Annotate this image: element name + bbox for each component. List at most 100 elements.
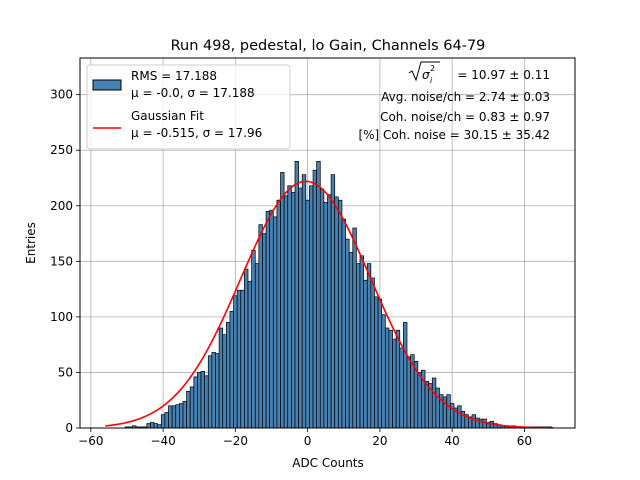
histogram-bar: [283, 195, 289, 429]
histogram-bar: [334, 196, 339, 429]
legend-fit-label-line1: Gaussian Fit: [131, 109, 204, 123]
histogram-bar: [193, 376, 198, 429]
histogram-bar: [388, 329, 393, 429]
histogram-bar: [294, 160, 299, 429]
histogram-bar: [359, 255, 364, 429]
histogram-bar: [179, 403, 184, 429]
y-tick-label: 200: [50, 199, 73, 213]
sigma-value: = 10.97 ± 0.11: [457, 68, 550, 82]
x-tick-label: 0: [304, 434, 312, 448]
histogram-bar: [366, 263, 372, 429]
histogram-bar: [247, 280, 252, 429]
x-axis-label: ADC Counts: [292, 456, 364, 470]
histogram-bar: [280, 172, 285, 429]
legend-box: [86, 64, 291, 150]
histogram-bar: [435, 387, 440, 429]
histogram-bar: [269, 209, 274, 429]
histogram-bar: [186, 390, 191, 429]
histogram-bar: [356, 263, 361, 429]
histogram-bar: [233, 295, 238, 429]
sqrt-symbol: [408, 61, 440, 82]
histogram-bar: [327, 194, 332, 429]
histogram-bar: [309, 185, 314, 429]
histogram-bar: [319, 188, 325, 429]
x-tick-label: −40: [150, 434, 175, 448]
histogram-bar: [262, 233, 267, 429]
histogram-bar: [222, 334, 227, 429]
histogram-bar: [471, 414, 476, 429]
x-axis-ticks: −60 −40 −20 0 20 40 60: [78, 428, 532, 448]
histogram-bar: [240, 289, 245, 429]
histogram-bar: [337, 199, 343, 429]
histogram-bar: [301, 174, 307, 429]
x-tick-label: 20: [372, 434, 387, 448]
histogram-bar: [377, 298, 383, 429]
histogram-bar: [395, 329, 401, 429]
histogram-bar: [392, 338, 397, 429]
histogram-bar: [287, 185, 292, 429]
histogram-bar: [236, 289, 242, 429]
histogram-bar: [370, 277, 375, 429]
histogram-bar: [330, 174, 336, 429]
histogram-bar: [182, 400, 187, 429]
histogram-bar: [457, 405, 462, 429]
histogram-bar: [254, 263, 260, 429]
histogram-bar: [305, 199, 310, 429]
y-axis-ticks: 0 50 100 150 200 250 300: [50, 88, 80, 435]
histogram-bar: [446, 394, 451, 429]
histogram-bar: [431, 377, 437, 429]
coh-noise-percent-annotation: [%] Coh. noise = 30.15 ± 35.42: [358, 128, 550, 142]
y-tick-label: 300: [50, 88, 73, 102]
histogram-bar: [348, 252, 354, 429]
histogram-bar: [204, 375, 209, 429]
histogram-bar: [251, 249, 256, 429]
y-axis-label: Entries: [24, 222, 38, 264]
histogram-bar: [345, 238, 350, 429]
histogram-bar: [175, 404, 180, 429]
x-tick-label: −20: [223, 434, 248, 448]
legend-histogram-label-line1: RMS = 17.188: [131, 69, 217, 83]
histogram-bar: [171, 405, 177, 429]
y-tick-label: 250: [50, 143, 73, 157]
x-tick-label: −60: [78, 434, 103, 448]
histogram-bar: [424, 380, 430, 429]
histogram-bar: [384, 327, 390, 429]
histogram-bar: [218, 327, 224, 429]
histogram-bar: [403, 322, 408, 429]
histogram-bar: [150, 422, 155, 429]
sigma-superscript: 2: [430, 64, 435, 73]
legend: RMS = 17.188 μ = -0.0, σ = 17.188 Gaussi…: [86, 64, 291, 150]
histogram-bar: [276, 199, 281, 429]
histogram-bar: [272, 216, 278, 429]
histogram-bar: [291, 192, 296, 429]
histogram-bar: [244, 268, 249, 429]
noise-annotations: σ i 2 = 10.97 ± 0.11 Avg. noise/ch = 2.7…: [358, 61, 550, 142]
y-tick-label: 0: [65, 421, 73, 435]
legend-histogram-swatch: [92, 79, 122, 91]
legend-histogram-label-line2: μ = -0.0, σ = 17.188: [131, 86, 255, 100]
histogram-bar: [225, 322, 231, 429]
histogram-bar: [189, 386, 195, 429]
histogram-bar: [406, 356, 411, 429]
histogram-bar: [363, 279, 368, 429]
histogram-bar: [381, 314, 386, 429]
y-tick-label: 100: [50, 310, 73, 324]
x-tick-label: 40: [445, 434, 460, 448]
histogram-bar: [215, 353, 220, 429]
histogram-bar: [146, 423, 151, 429]
sigma-subscript: i: [430, 76, 433, 85]
histogram-bar: [323, 202, 328, 429]
histogram-bar: [374, 296, 379, 429]
histogram-bar: [399, 347, 404, 429]
histogram-bar: [298, 187, 303, 429]
histogram-bar: [197, 372, 202, 429]
histogram-bar: [153, 423, 159, 429]
histogram-bar: [352, 227, 357, 429]
histogram-bar: [258, 224, 263, 429]
sigma-symbol: σ: [422, 68, 430, 82]
y-tick-label: 50: [58, 365, 73, 379]
avg-noise-annotation: Avg. noise/ch = 2.74 ± 0.03: [381, 90, 550, 104]
histogram-bar: [341, 218, 346, 429]
y-tick-label: 150: [50, 254, 73, 268]
